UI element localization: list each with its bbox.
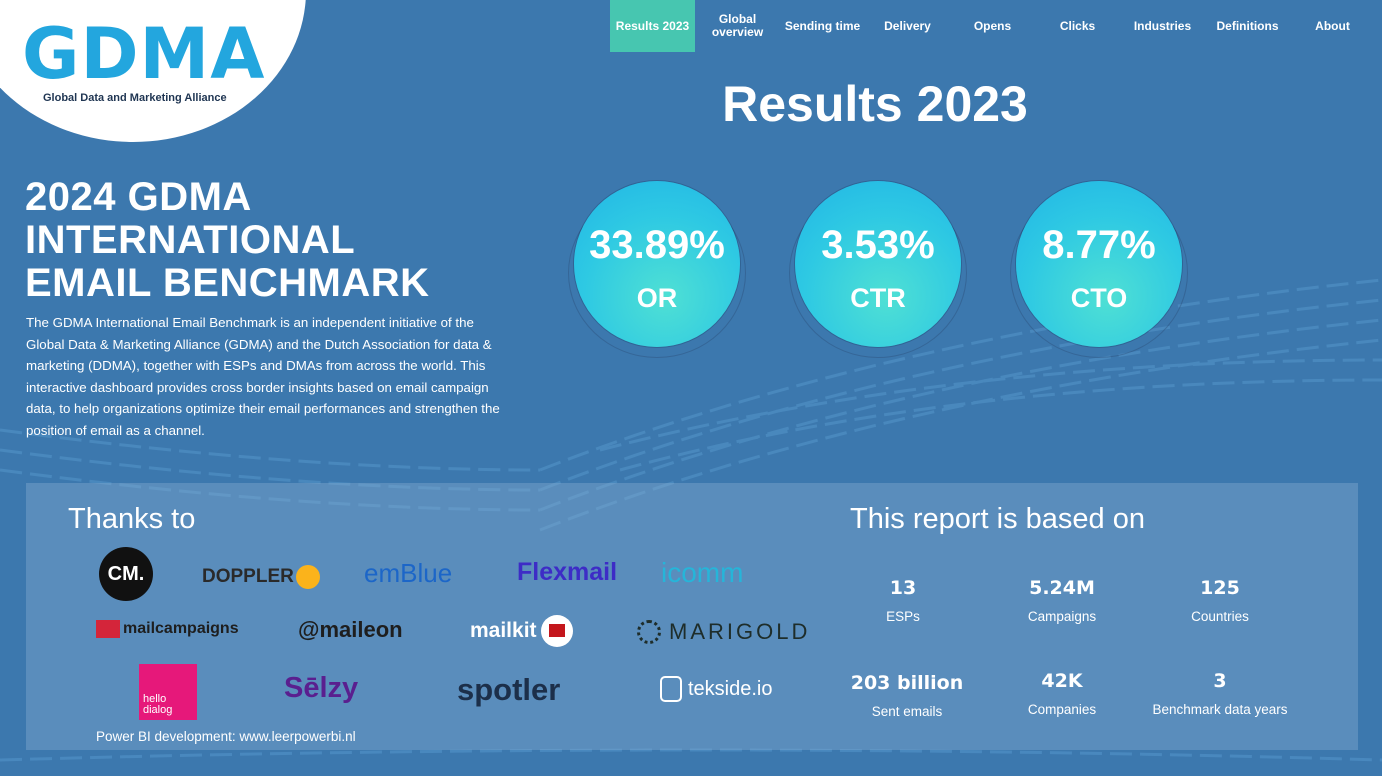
stat-countries: 125 Countries	[1140, 577, 1300, 624]
or-label: OR	[636, 283, 678, 313]
stat-campaigns-value: 5.24M	[1029, 577, 1095, 599]
or-value: 33.89%	[589, 223, 725, 267]
selzy-logo-text: Sēlzy	[284, 672, 359, 704]
gdma-logo: GDMA	[22, 13, 266, 95]
ctr-value: 3.53%	[821, 223, 935, 267]
icomm-logo-text: icomm	[661, 557, 744, 588]
stat-esps: 13 ESPs	[823, 577, 983, 624]
bottom-panel	[26, 483, 1358, 750]
stat-sent-emails-value: 203 billion	[850, 672, 964, 694]
powerbi-credit: Power BI development: www.leerpowerbi.nl	[96, 729, 356, 744]
ctr-label: CTR	[850, 283, 906, 313]
emblue-logo-text: emBlue	[364, 558, 453, 588]
mailcampaigns-logo-text: mailcampaigns	[123, 620, 239, 637]
logo-subtitle: Global Data and Marketing Alliance	[43, 92, 227, 104]
hero-description: The GDMA International Email Benchmark i…	[26, 315, 500, 438]
mailkit-logo: mailkit	[470, 615, 573, 647]
stat-companies-value: 42K	[1041, 670, 1083, 692]
mailkit-envelope-icon	[540, 615, 573, 647]
stat-esps-label: ESPs	[886, 609, 920, 624]
stat-benchmark-years-label: Benchmark data years	[1152, 702, 1288, 717]
hellodialog-logo: hello dialog	[139, 664, 197, 720]
tekside-logo: tekside.io	[660, 676, 773, 702]
nav-about[interactable]: About	[1315, 18, 1350, 33]
doppler-logo: DOPPLER	[202, 565, 320, 589]
stat-sent-emails-label: Sent emails	[871, 704, 943, 719]
nav-results-2023[interactable]: Results 2023	[610, 0, 695, 52]
doppler-logo-text: DOPPLER	[202, 566, 294, 587]
icomm-logo: icomm	[661, 557, 743, 589]
or-metric-circle: 33.89% OR	[574, 181, 740, 347]
doppler-bubble-icon	[295, 565, 320, 589]
stat-benchmark-years: 3 Benchmark data years	[1140, 670, 1300, 717]
stat-campaigns-label: Campaigns	[1027, 609, 1097, 624]
maileon-logo-text: @maileon	[298, 617, 403, 642]
spotler-logo: spotler	[457, 672, 560, 708]
top-navigation: Results 2023 Global overview Sending tim…	[610, 0, 1375, 52]
cm-logo-text: CM.	[107, 562, 145, 585]
stat-campaigns: 5.24M Campaigns	[982, 577, 1142, 624]
stat-countries-value: 125	[1200, 577, 1240, 599]
marigold-flower-icon	[637, 620, 661, 644]
ctr-metric-circle: 3.53% CTR	[795, 181, 961, 347]
flexmail-logo: Flexmail	[517, 558, 617, 587]
hero-title-line-1: 2024 GDMA	[25, 175, 252, 219]
stat-esps-value: 13	[889, 577, 917, 599]
stat-benchmark-years-value: 3	[1213, 670, 1227, 692]
mailcampaigns-icon	[96, 620, 120, 638]
nav-clicks[interactable]: Clicks	[1059, 18, 1096, 33]
nav-opens[interactable]: Opens	[973, 18, 1012, 33]
nav-global-overview-label: Global overview	[711, 12, 764, 39]
report-title: This report is based on	[850, 503, 1145, 535]
marigold-logo: MARIGOLD	[637, 619, 810, 645]
stat-countries-label: Countries	[1191, 609, 1249, 624]
marigold-logo-text: MARIGOLD	[669, 619, 811, 644]
spotler-logo-text: spotler	[457, 672, 561, 707]
stat-companies: 42K Companies	[982, 670, 1142, 717]
emblue-logo: emBlue	[364, 558, 452, 589]
mailcampaigns-logo: mailcampaigns	[96, 620, 239, 638]
stat-sent-emails: 203 billion Sent emails	[827, 672, 987, 719]
nav-sending-time[interactable]: Sending time	[784, 18, 861, 33]
mailkit-logo-text: mailkit	[470, 619, 537, 642]
tekside-hex-icon	[660, 676, 682, 702]
thanks-title: Thanks to	[68, 503, 196, 535]
cto-value: 8.77%	[1042, 223, 1156, 267]
cto-label: CTO	[1070, 283, 1128, 313]
hero-title-line-3: EMAIL BENCHMARK	[25, 261, 430, 305]
nav-delivery[interactable]: Delivery	[884, 18, 931, 33]
hero-title-line-2: INTERNATIONAL	[25, 218, 356, 262]
flexmail-logo-text: Flexmail	[517, 558, 618, 586]
cm-logo: CM.	[99, 547, 153, 601]
selzy-logo: Sēlzy	[284, 672, 358, 705]
hero-title: 2024 GDMA INTERNATIONAL EMAIL BENCHMARK	[25, 176, 545, 305]
results-title: Results 2023	[722, 76, 1028, 132]
nav-global-overview[interactable]: Global overview	[695, 0, 780, 52]
maileon-logo: @maileon	[298, 617, 403, 643]
hellodialog-logo-text: hello dialog	[143, 693, 173, 716]
tekside-logo-text: tekside.io	[688, 677, 773, 700]
stat-companies-label: Companies	[1027, 702, 1097, 717]
nav-definitions[interactable]: Definitions	[1216, 18, 1279, 33]
nav-industries[interactable]: Industries	[1133, 18, 1192, 33]
cto-metric-circle: 8.77% CTO	[1016, 181, 1182, 347]
